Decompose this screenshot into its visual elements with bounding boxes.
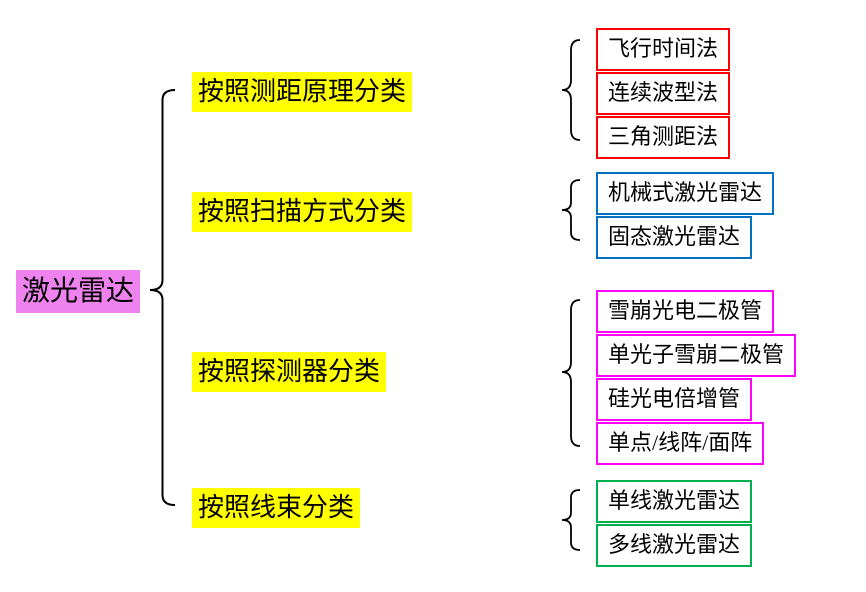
leaf-node: 飞行时间法 xyxy=(596,28,730,71)
leaf-node: 三角测距法 xyxy=(596,116,730,159)
leaf-node: 单线激光雷达 xyxy=(596,480,752,523)
category-node: 按照线束分类 xyxy=(192,488,360,528)
category-brace xyxy=(562,170,590,250)
root-node: 激光雷达 xyxy=(16,270,140,313)
category-brace xyxy=(562,30,590,150)
category-node: 按照测距原理分类 xyxy=(192,72,412,112)
leaf-node: 多线激光雷达 xyxy=(596,524,752,567)
category-node: 按照探测器分类 xyxy=(192,352,386,392)
leaf-node: 雪崩光电二极管 xyxy=(596,290,774,333)
category-node: 按照扫描方式分类 xyxy=(192,192,412,232)
category-brace xyxy=(562,290,590,456)
leaf-node: 固态激光雷达 xyxy=(596,216,752,259)
category-brace xyxy=(562,480,590,560)
main-brace xyxy=(150,80,185,515)
leaf-node: 连续波型法 xyxy=(596,72,730,115)
leaf-node: 单点/线阵/面阵 xyxy=(596,422,764,465)
leaf-node: 单光子雪崩二极管 xyxy=(596,334,796,377)
leaf-node: 硅光电倍增管 xyxy=(596,378,752,421)
leaf-node: 机械式激光雷达 xyxy=(596,172,774,215)
